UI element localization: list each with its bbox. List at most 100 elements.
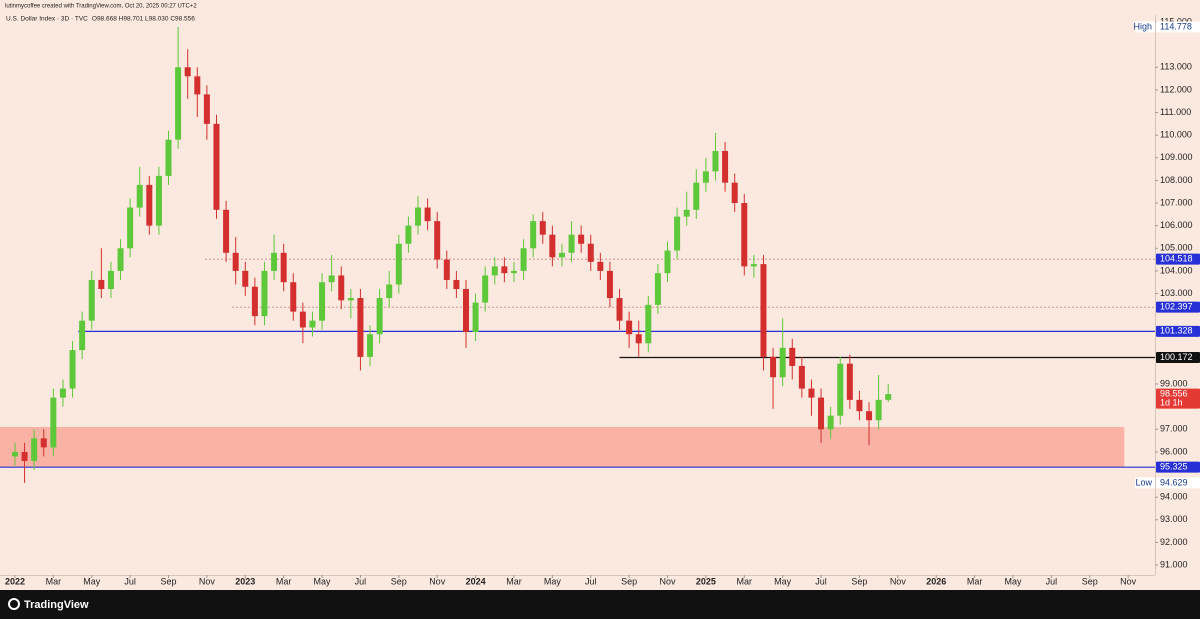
candle-body bbox=[59, 388, 66, 398]
candle-body bbox=[510, 270, 517, 274]
y-tick-label: 112.000 bbox=[1160, 84, 1192, 94]
price-label-box bbox=[1156, 253, 1200, 265]
y-tick-label: 113.000 bbox=[1160, 62, 1192, 72]
brand: TradingView bbox=[24, 599, 89, 611]
candle-body bbox=[443, 259, 450, 280]
y-tick-label: 96.000 bbox=[1160, 446, 1188, 456]
x-tick-label: Sep bbox=[621, 576, 637, 586]
tag-box bbox=[1135, 477, 1155, 489]
candle-body bbox=[357, 298, 364, 357]
candle-body bbox=[415, 207, 422, 226]
x-tick-label: 2026 bbox=[926, 576, 946, 586]
x-tick-label: May bbox=[314, 576, 332, 586]
price-label: 114.778 bbox=[1160, 21, 1192, 31]
candle-body bbox=[386, 284, 393, 299]
plot-area bbox=[0, 27, 1155, 483]
candle-body bbox=[50, 397, 57, 448]
chart-title: U.S. Dollar Index · 3D · TVC bbox=[6, 16, 88, 23]
candle-body bbox=[462, 289, 469, 332]
candle-body bbox=[251, 286, 258, 317]
candle-body bbox=[367, 334, 374, 357]
candle-body bbox=[21, 451, 28, 461]
y-tick-label: 108.000 bbox=[1160, 175, 1193, 185]
candle-body bbox=[741, 203, 748, 267]
candle-body bbox=[846, 363, 853, 400]
price-label-box bbox=[1156, 325, 1200, 337]
x-tick-label: Nov bbox=[429, 576, 446, 586]
candle-body bbox=[856, 399, 863, 412]
ohlc-readout: O98.668 H98.701 L98.030 C98.556 bbox=[92, 16, 195, 23]
x-tick-label: Mar bbox=[46, 576, 62, 586]
candle-body bbox=[203, 94, 210, 124]
candle-body bbox=[674, 216, 681, 251]
price-label: 100.172 bbox=[1160, 352, 1193, 362]
y-tick-label: 109.000 bbox=[1160, 152, 1193, 162]
y-tick-label: 107.000 bbox=[1160, 197, 1193, 207]
price-tag: Low bbox=[1135, 477, 1152, 487]
candle-body bbox=[165, 139, 172, 176]
x-tick-label: Nov bbox=[1120, 576, 1137, 586]
x-tick-label: Nov bbox=[660, 576, 677, 586]
candle-body bbox=[472, 302, 479, 332]
candle-body bbox=[395, 243, 402, 285]
candle-body bbox=[645, 304, 652, 344]
price-tag: High bbox=[1133, 21, 1152, 31]
support-zone bbox=[0, 427, 1125, 468]
candle-body bbox=[299, 311, 306, 328]
candle-body bbox=[223, 209, 230, 253]
candle-body bbox=[606, 270, 613, 299]
price-label: 101.328 bbox=[1160, 326, 1193, 336]
candle-body bbox=[347, 298, 354, 301]
candle-body bbox=[107, 270, 114, 290]
y-tick-label: 104.000 bbox=[1160, 265, 1193, 275]
candle-body bbox=[760, 264, 767, 357]
candle-body bbox=[290, 282, 297, 312]
x-tick-label: Mar bbox=[967, 576, 983, 586]
tag-box bbox=[1135, 21, 1155, 33]
x-tick-label: Sep bbox=[851, 576, 867, 586]
candle-body bbox=[587, 243, 594, 262]
candle-body bbox=[328, 275, 335, 283]
candle-body bbox=[798, 365, 805, 389]
candle-body bbox=[818, 397, 825, 430]
y-tick-label: 111.000 bbox=[1160, 107, 1191, 117]
price-label-box bbox=[1156, 21, 1200, 33]
candle-body bbox=[789, 347, 796, 366]
candle-body bbox=[280, 252, 287, 283]
brand-logo bbox=[8, 598, 20, 610]
candle-body bbox=[568, 234, 575, 253]
price-label-box bbox=[1156, 388, 1200, 409]
price-label: 94.629 bbox=[1160, 477, 1188, 487]
price-label: 95.325 bbox=[1160, 462, 1188, 472]
candle-body bbox=[405, 225, 412, 244]
price-label-box bbox=[1156, 352, 1200, 364]
candle-body bbox=[866, 411, 873, 421]
candle-body bbox=[175, 67, 182, 140]
candle-body bbox=[558, 252, 565, 258]
y-tick-label: 110.000 bbox=[1160, 130, 1192, 140]
x-tick-label: Mar bbox=[737, 576, 753, 586]
candle-body bbox=[79, 320, 86, 351]
candle-body bbox=[530, 221, 537, 249]
y-tick-label: 93.000 bbox=[1160, 514, 1188, 524]
candle-body bbox=[319, 282, 326, 321]
candle-body bbox=[693, 182, 700, 210]
candle-body bbox=[520, 248, 527, 271]
candle-body bbox=[837, 363, 844, 416]
x-tick-label: Mar bbox=[276, 576, 292, 586]
x-tick-label: Sep bbox=[391, 576, 407, 586]
candle-body bbox=[491, 266, 498, 276]
candle-body bbox=[232, 252, 239, 271]
candle-body bbox=[194, 76, 201, 95]
candle-body bbox=[635, 334, 642, 344]
x-tick-label: Jul bbox=[124, 576, 136, 586]
y-tick-label: 91.000 bbox=[1160, 559, 1188, 569]
price-label-box bbox=[1156, 301, 1200, 313]
candle-body bbox=[875, 399, 882, 421]
candle-body bbox=[309, 320, 316, 328]
candle-body bbox=[453, 279, 460, 290]
candle-body bbox=[597, 261, 604, 271]
candle-body bbox=[578, 234, 585, 244]
